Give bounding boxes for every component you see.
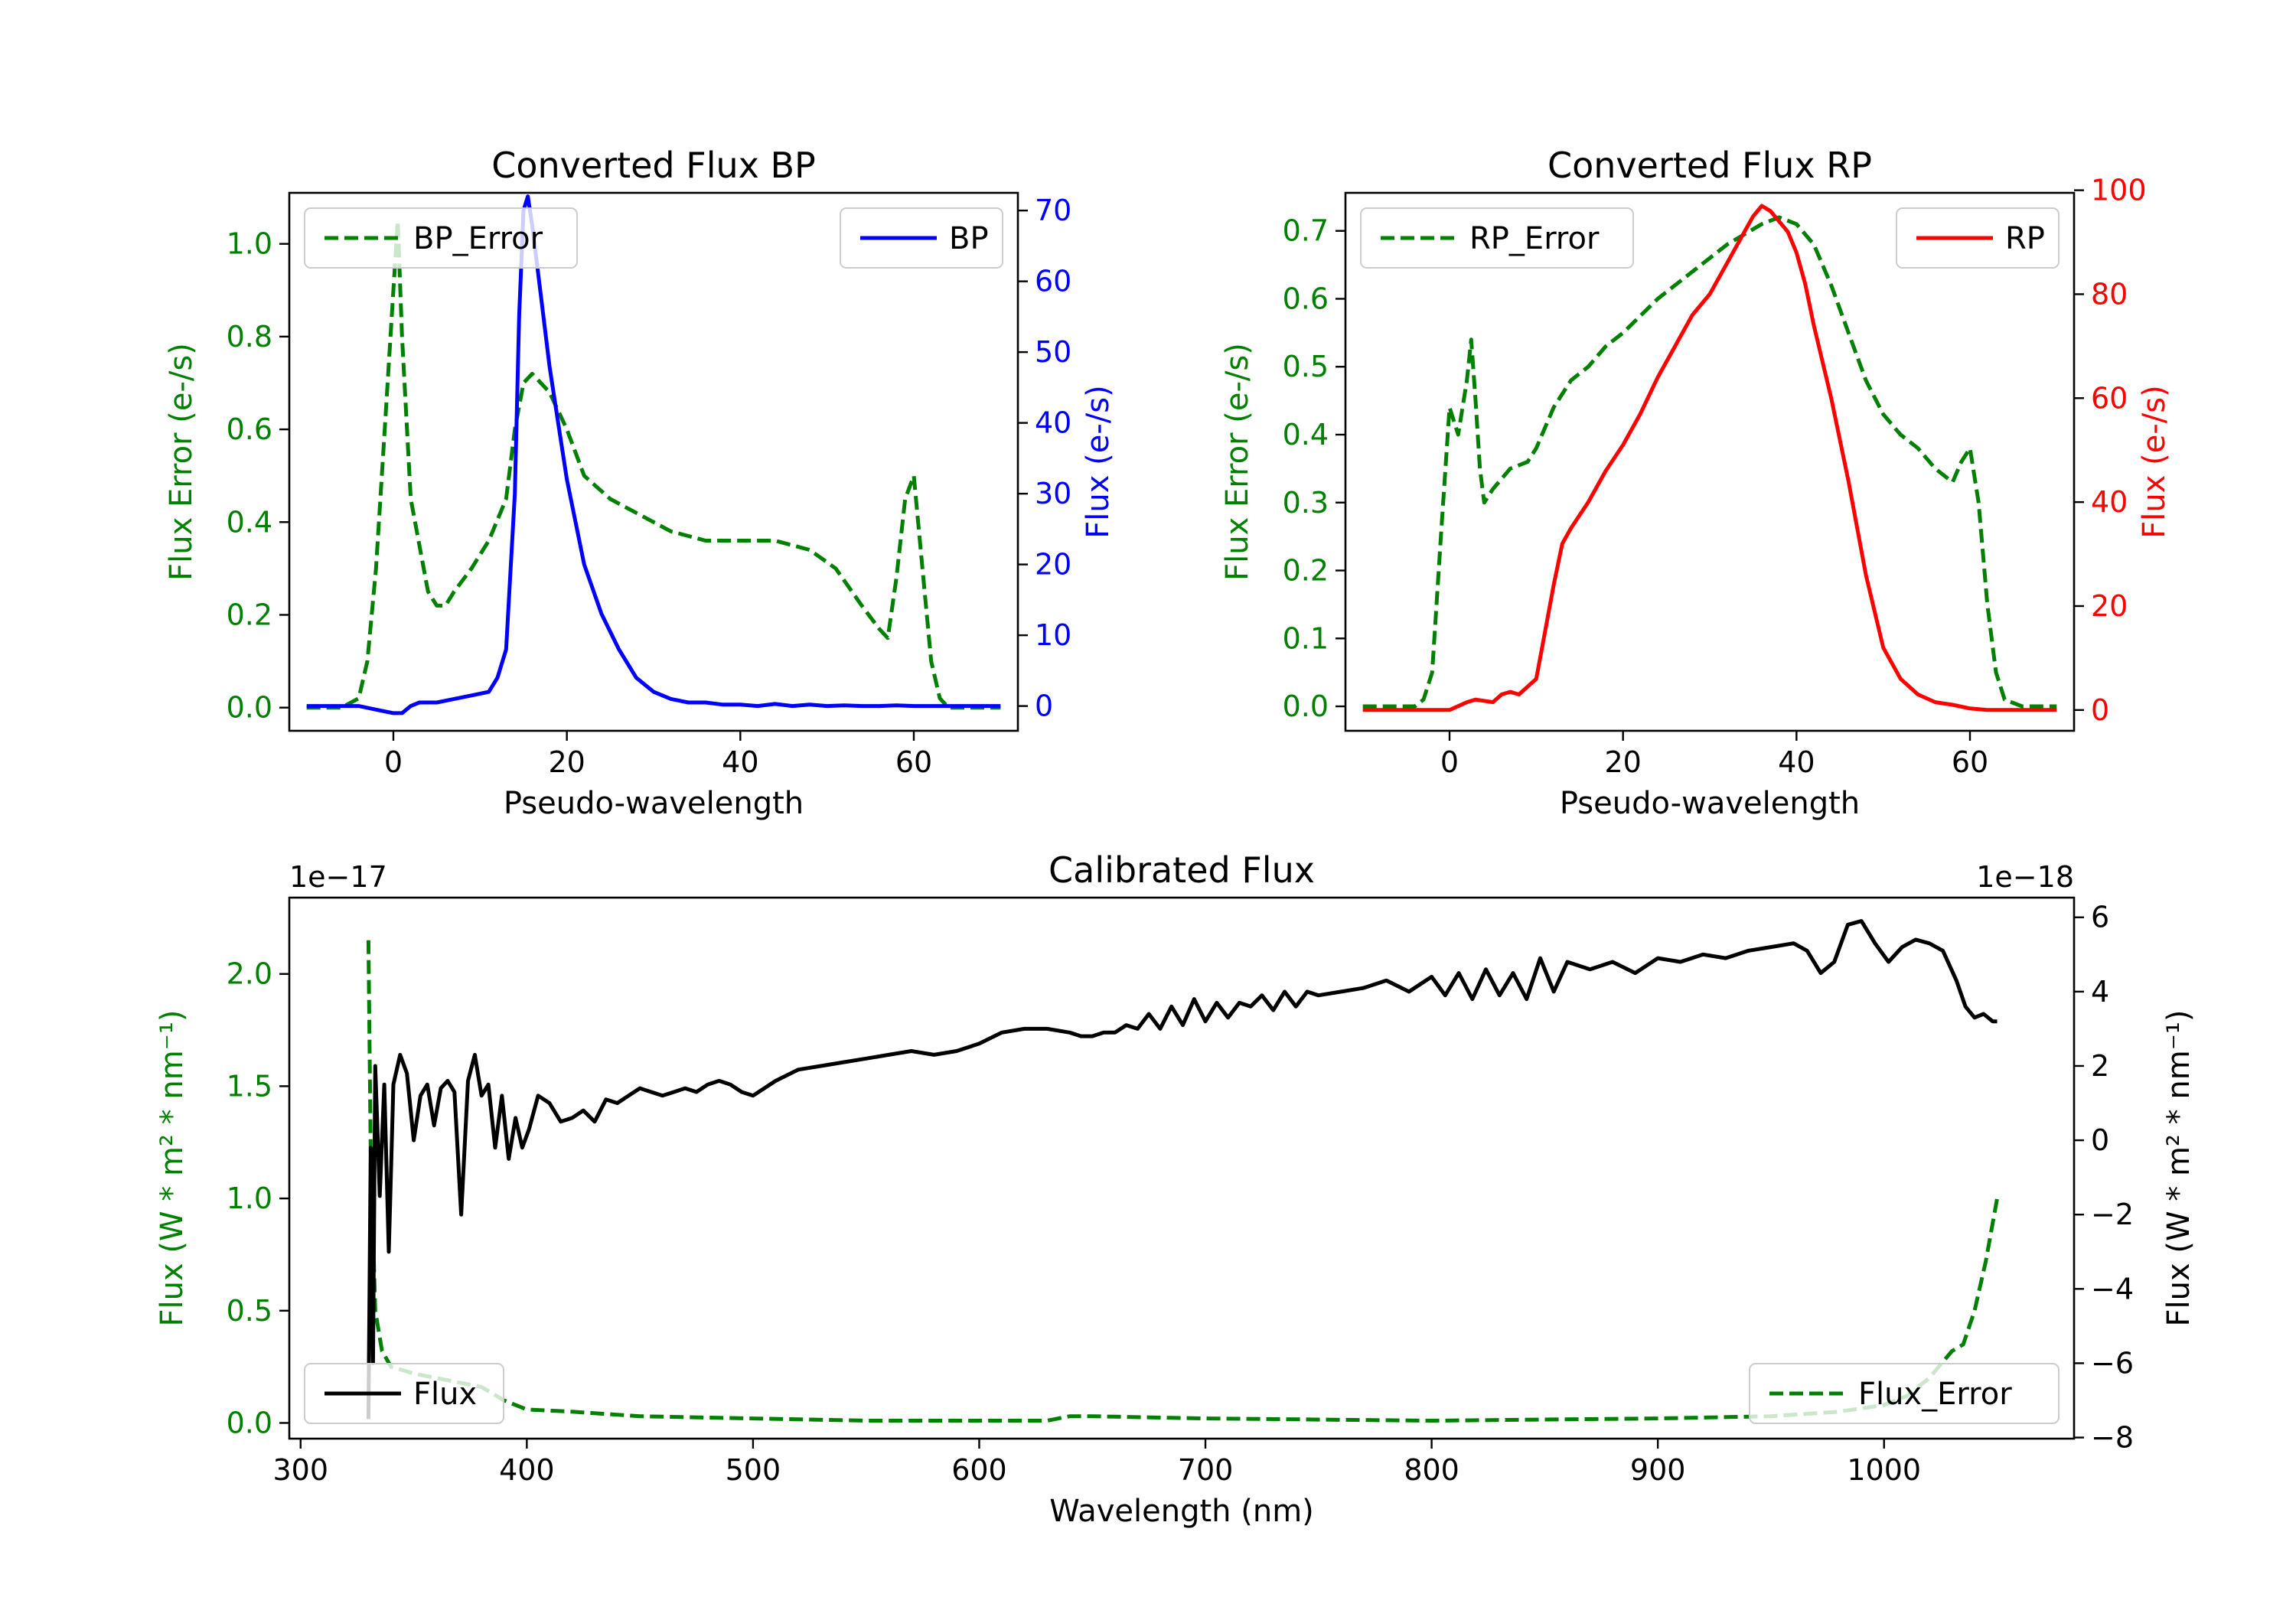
y-right-tick-label: 20 xyxy=(2091,589,2128,623)
x-tick-label: 40 xyxy=(1778,745,1815,779)
legend-label: RP xyxy=(2005,221,2045,256)
legend-label: RP_Error xyxy=(1469,221,1600,256)
x-tick-label: 20 xyxy=(1604,745,1641,779)
x-tick-label: 300 xyxy=(273,1453,329,1487)
y-right-tick-label: 70 xyxy=(1035,194,1071,227)
y-left-tick-label: 0.0 xyxy=(1283,689,1329,723)
x-tick-label: 800 xyxy=(1404,1453,1459,1487)
chart-title: Converted Flux RP xyxy=(1548,145,1872,186)
x-axis-label: Wavelength (nm) xyxy=(1049,1494,1314,1529)
y-left-offset-label: 1e−17 xyxy=(289,860,387,894)
y-left-tick-label: 0.8 xyxy=(227,320,272,354)
y-left-axis-label: Flux Error (e-/s) xyxy=(1220,343,1255,581)
series-line-flux xyxy=(366,919,1998,1420)
x-tick-label: 0 xyxy=(384,745,403,779)
legend-box xyxy=(1360,207,1634,269)
chart-bp: 0 20 40 60 0.0 0.2 0.4 0.6 0.8 1.0 0 10 20 30 40 50 60 70… xyxy=(164,145,1116,821)
chart-title: Calibrated Flux xyxy=(1049,849,1315,891)
y-right-tick-label: 4 xyxy=(2091,975,2109,1009)
x-tick-label: 900 xyxy=(1630,1453,1686,1487)
legend-rp: RP xyxy=(1896,207,2060,269)
y-left-tick-label: 1.5 xyxy=(227,1069,272,1103)
y-right-tick-label: 80 xyxy=(2091,277,2128,311)
y-right-tick-label: 30 xyxy=(1035,477,1071,510)
x-tick-label: 0 xyxy=(1440,745,1459,779)
legend-box xyxy=(304,207,578,269)
legend-flux-error: Flux_Error xyxy=(1749,1363,2060,1424)
y-right-axis-label: Flux (e-/s) xyxy=(1081,385,1116,538)
x-tick-label: 40 xyxy=(722,745,758,779)
x-tick-label: 600 xyxy=(951,1453,1007,1487)
y-left-tick-label: 0.7 xyxy=(1283,214,1329,248)
y-left-tick-label: 0.2 xyxy=(1283,554,1329,588)
y-left-tick-label: 0.3 xyxy=(1283,486,1329,520)
y-left-axis-label: Flux (W * m² * nm⁻¹) xyxy=(155,1010,190,1327)
y-right-tick-label: −8 xyxy=(2091,1421,2134,1455)
y-right-tick-label: 10 xyxy=(1035,618,1071,652)
y-left-tick-label: 0.0 xyxy=(227,1406,272,1439)
y-right-axis-label: Flux (e-/s) xyxy=(2137,385,2172,538)
y-left-tick-label: 0.4 xyxy=(227,505,272,539)
y-left-axis-label: Flux Error (e-/s) xyxy=(164,343,199,581)
y-right-tick-label: 20 xyxy=(1035,548,1071,582)
y-right-tick-label: −2 xyxy=(2091,1198,2134,1231)
series-line-rp xyxy=(1362,204,2057,712)
y-left-tick-label: 0.0 xyxy=(227,691,272,725)
legend-label: BP xyxy=(949,221,989,256)
y-right-tick-label: 60 xyxy=(1035,265,1071,298)
legend-rp-error: RP_Error xyxy=(1360,207,1634,269)
y-left-tick-label: 1.0 xyxy=(227,227,272,261)
x-axis-label: Pseudo-wavelength xyxy=(504,786,804,821)
y-left-tick-label: 0.5 xyxy=(1283,350,1329,383)
y-left-tick-label: 0.6 xyxy=(1283,282,1329,315)
plot-frame xyxy=(1344,191,2076,732)
x-tick-label: 400 xyxy=(499,1453,555,1487)
legend-bp: BP xyxy=(840,207,1003,269)
y-right-tick-label: 6 xyxy=(2091,901,2109,934)
x-tick-label: 20 xyxy=(548,745,585,779)
series-line-rp-error xyxy=(1362,215,2057,709)
x-tick-label: 60 xyxy=(895,745,932,779)
y-right-tick-label: 100 xyxy=(2091,174,2147,207)
x-tick-label: 700 xyxy=(1178,1453,1234,1487)
legend-flux: Flux xyxy=(304,1363,504,1424)
y-left-tick-label: 2.0 xyxy=(227,957,272,991)
x-axis-label: Pseudo-wavelength xyxy=(1560,786,1860,821)
legend-label: Flux_Error xyxy=(1858,1377,2012,1412)
y-left-tick-label: 0.4 xyxy=(1283,418,1329,451)
y-right-tick-label: −6 xyxy=(2091,1346,2134,1380)
y-right-tick-label: 0 xyxy=(1035,689,1053,723)
plot-frame xyxy=(288,896,2076,1440)
series-line-bp xyxy=(306,194,1001,715)
chart-rp: 0 20 40 60 0.0 0.1 0.2 0.3 0.4 0.5 0.6 0.7 0 20 40 60 80… xyxy=(1220,145,2172,821)
legend-label: BP_Error xyxy=(413,221,543,256)
y-right-tick-label: 0 xyxy=(2091,693,2109,727)
y-right-tick-label: 0 xyxy=(2091,1123,2109,1157)
series-line-bp-error xyxy=(306,218,1001,710)
chart-title: Converted Flux BP xyxy=(491,145,816,186)
legend-box xyxy=(304,1363,504,1424)
plot-frame xyxy=(288,191,1019,732)
y-right-tick-label: −4 xyxy=(2091,1272,2134,1305)
x-tick-label: 500 xyxy=(726,1453,781,1487)
y-left-tick-label: 0.1 xyxy=(1283,621,1329,655)
legend-box xyxy=(1749,1363,2060,1424)
y-right-tick-label: 60 xyxy=(2091,381,2128,415)
x-tick-label: 1000 xyxy=(1847,1453,1921,1487)
y-right-offset-label: 1e−18 xyxy=(1976,860,2074,894)
y-right-tick-label: 40 xyxy=(1035,406,1071,440)
y-right-tick-label: 2 xyxy=(2091,1049,2109,1083)
chart-calibrated: 300 400 500 600 700 800 900 1000 0.0 0.5 1.0 1.5 2.0… xyxy=(155,849,2197,1529)
y-right-axis-label: Flux (W * m² * nm⁻¹) xyxy=(2161,1010,2197,1327)
legend-label: Flux xyxy=(413,1377,477,1412)
y-left-tick-label: 0.5 xyxy=(227,1294,272,1328)
y-right-tick-label: 50 xyxy=(1035,335,1071,369)
y-right-tick-label: 40 xyxy=(2091,485,2128,519)
y-left-tick-label: 1.0 xyxy=(227,1182,272,1215)
x-tick-label: 60 xyxy=(1952,745,1988,779)
y-left-tick-label: 0.2 xyxy=(227,598,272,631)
y-left-tick-label: 0.6 xyxy=(227,412,272,446)
legend-bp-error: BP_Error xyxy=(304,207,578,269)
